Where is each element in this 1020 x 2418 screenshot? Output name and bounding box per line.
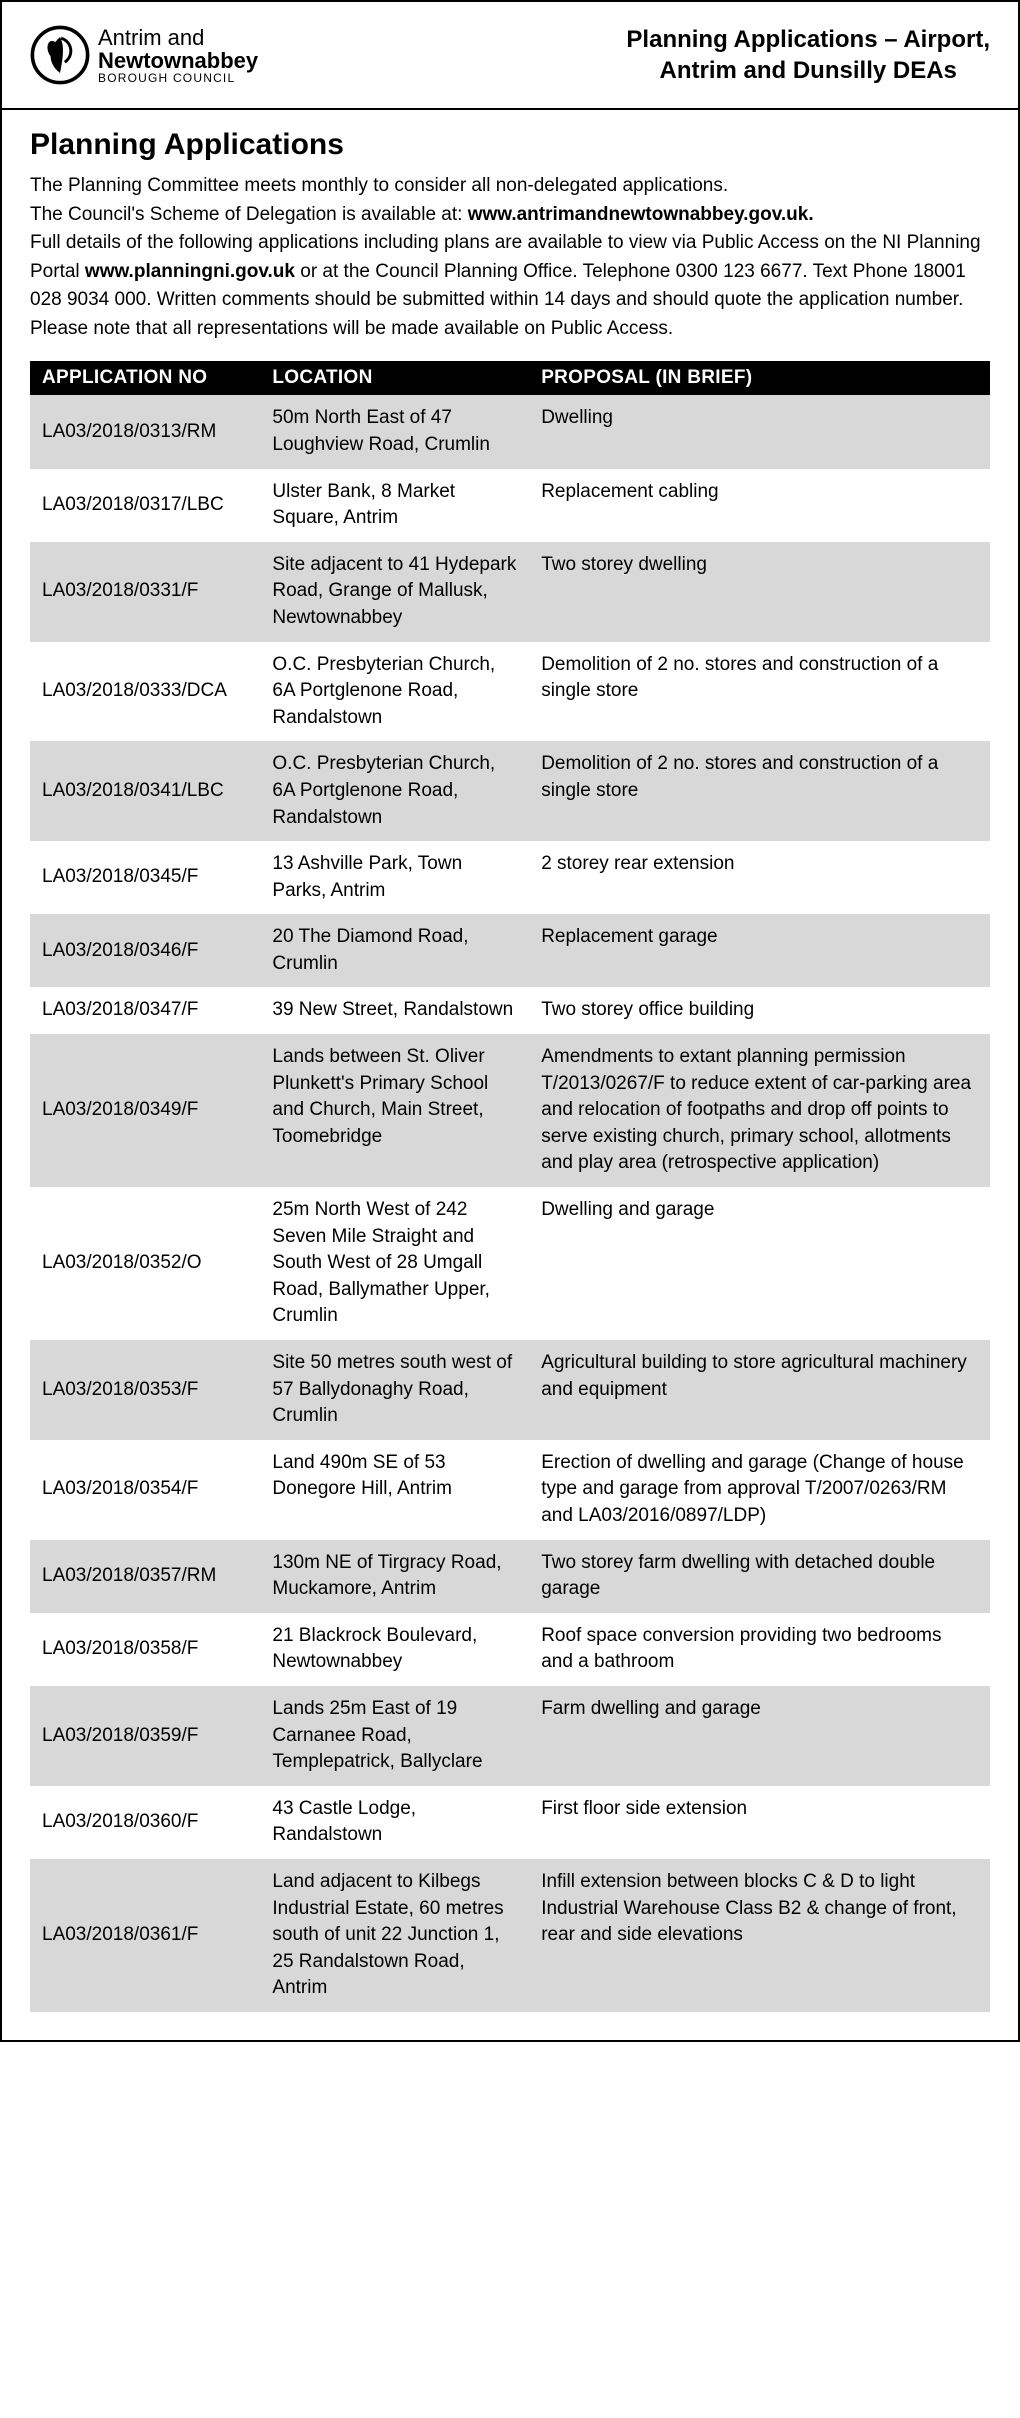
cell-proposal: Two storey farm dwelling with detached d… — [529, 1540, 990, 1613]
table-row: LA03/2018/0317/LBCUlster Bank, 8 Market … — [30, 469, 990, 542]
cell-appno: LA03/2018/0353/F — [30, 1340, 260, 1440]
cell-appno: LA03/2018/0358/F — [30, 1613, 260, 1686]
table-row: LA03/2018/0341/LBCO.C. Presbyterian Chur… — [30, 741, 990, 841]
cell-appno: LA03/2018/0346/F — [30, 914, 260, 987]
table-row: LA03/2018/0333/DCAO.C. Presbyterian Chur… — [30, 642, 990, 742]
table-row: LA03/2018/0354/FLand 490m SE of 53 Doneg… — [30, 1440, 990, 1540]
cell-appno: LA03/2018/0341/LBC — [30, 741, 260, 841]
cell-appno: LA03/2018/0333/DCA — [30, 642, 260, 742]
cell-proposal: Two storey dwelling — [529, 542, 990, 642]
cell-proposal: Two storey office building — [529, 987, 990, 1034]
cell-location: Ulster Bank, 8 Market Square, Antrim — [260, 469, 529, 542]
table-row: LA03/2018/0358/F21 Blackrock Boulevard, … — [30, 1613, 990, 1686]
page-container: Antrim and Newtownabbey BOROUGH COUNCIL … — [0, 0, 1020, 2042]
table-row: LA03/2018/0352/O25m North West of 242 Se… — [30, 1187, 990, 1340]
cell-appno: LA03/2018/0360/F — [30, 1786, 260, 1859]
intro-p2a: The Council's Scheme of Delegation is av… — [30, 204, 468, 225]
table-row: LA03/2018/0359/FLands 25m East of 19 Car… — [30, 1686, 990, 1786]
cell-appno: LA03/2018/0361/F — [30, 1859, 260, 2012]
cell-proposal: Demolition of 2 no. stores and construct… — [529, 741, 990, 841]
cell-location: Site adjacent to 41 Hydepark Road, Grang… — [260, 542, 529, 642]
th-proposal: PROPOSAL (IN BRIEF) — [529, 361, 990, 395]
table-row: LA03/2018/0349/FLands between St. Oliver… — [30, 1034, 990, 1187]
intro-p1: The Planning Committee meets monthly to … — [30, 175, 728, 196]
cell-location: Land 490m SE of 53 Donegore Hill, Antrim — [260, 1440, 529, 1540]
intro-text: The Planning Committee meets monthly to … — [30, 172, 990, 343]
cell-appno: LA03/2018/0345/F — [30, 841, 260, 914]
table-row: LA03/2018/0353/FSite 50 metres south wes… — [30, 1340, 990, 1440]
cell-location: 39 New Street, Randalstown — [260, 987, 529, 1034]
cell-appno: LA03/2018/0359/F — [30, 1686, 260, 1786]
cell-proposal: Amendments to extant planning permission… — [529, 1034, 990, 1187]
cell-appno: LA03/2018/0317/LBC — [30, 469, 260, 542]
cell-location: Lands between St. Oliver Plunkett's Prim… — [260, 1034, 529, 1187]
th-location: LOCATION — [260, 361, 529, 395]
cell-location: 25m North West of 242 Seven Mile Straigh… — [260, 1187, 529, 1340]
body: Planning Applications The Planning Commi… — [2, 110, 1018, 2040]
table-body: LA03/2018/0313/RM50m North East of 47 Lo… — [30, 395, 990, 2012]
logo-text: Antrim and Newtownabbey BOROUGH COUNCIL — [98, 26, 258, 85]
cell-proposal: Dwelling — [529, 395, 990, 468]
table-row: LA03/2018/0331/FSite adjacent to 41 Hyde… — [30, 542, 990, 642]
cell-location: 20 The Diamond Road, Crumlin — [260, 914, 529, 987]
table-row: LA03/2018/0313/RM50m North East of 47 Lo… — [30, 395, 990, 468]
cell-proposal: Dwelling and garage — [529, 1187, 990, 1340]
header-title-line2: Antrim and Dunsilly DEAs — [626, 55, 990, 86]
logo-line3: BOROUGH COUNCIL — [98, 72, 258, 85]
section-title: Planning Applications — [30, 128, 990, 162]
logo-line1: Antrim and — [98, 26, 258, 49]
cell-location: 130m NE of Tirgracy Road, Muckamore, Ant… — [260, 1540, 529, 1613]
cell-proposal: Erection of dwelling and garage (Change … — [529, 1440, 990, 1540]
cell-location: 13 Ashville Park, Town Parks, Antrim — [260, 841, 529, 914]
cell-location: 50m North East of 47 Loughview Road, Cru… — [260, 395, 529, 468]
logo-block: Antrim and Newtownabbey BOROUGH COUNCIL — [30, 25, 258, 85]
cell-appno: LA03/2018/0349/F — [30, 1034, 260, 1187]
intro-p3b-link: www.planningni.gov.uk — [85, 261, 295, 282]
cell-appno: LA03/2018/0352/O — [30, 1187, 260, 1340]
cell-appno: LA03/2018/0313/RM — [30, 395, 260, 468]
cell-location: 43 Castle Lodge, Randalstown — [260, 1786, 529, 1859]
cell-location: O.C. Presbyterian Church, 6A Portglenone… — [260, 642, 529, 742]
cell-appno: LA03/2018/0357/RM — [30, 1540, 260, 1613]
table-row: LA03/2018/0361/FLand adjacent to Kilbegs… — [30, 1859, 990, 2012]
cell-proposal: Replacement cabling — [529, 469, 990, 542]
table-row: LA03/2018/0346/F20 The Diamond Road, Cru… — [30, 914, 990, 987]
table-header-row: APPLICATION NO LOCATION PROPOSAL (IN BRI… — [30, 361, 990, 395]
header: Antrim and Newtownabbey BOROUGH COUNCIL … — [2, 2, 1018, 110]
cell-location: Site 50 metres south west of 57 Ballydon… — [260, 1340, 529, 1440]
table-row: LA03/2018/0357/RM130m NE of Tirgracy Roa… — [30, 1540, 990, 1613]
cell-proposal: Roof space conversion providing two bedr… — [529, 1613, 990, 1686]
th-appno: APPLICATION NO — [30, 361, 260, 395]
cell-proposal: First floor side extension — [529, 1786, 990, 1859]
cell-location: O.C. Presbyterian Church, 6A Portglenone… — [260, 741, 529, 841]
cell-appno: LA03/2018/0354/F — [30, 1440, 260, 1540]
cell-location: Lands 25m East of 19 Carnanee Road, Temp… — [260, 1686, 529, 1786]
header-title-line1: Planning Applications – Airport, — [626, 24, 990, 55]
table-row: LA03/2018/0347/F39 New Street, Randalsto… — [30, 987, 990, 1034]
header-title: Planning Applications – Airport, Antrim … — [626, 24, 990, 86]
cell-proposal: Replacement garage — [529, 914, 990, 987]
table-row: LA03/2018/0345/F13 Ashville Park, Town P… — [30, 841, 990, 914]
cell-appno: LA03/2018/0347/F — [30, 987, 260, 1034]
table-row: LA03/2018/0360/F43 Castle Lodge, Randals… — [30, 1786, 990, 1859]
cell-location: 21 Blackrock Boulevard, Newtownabbey — [260, 1613, 529, 1686]
council-logo-icon — [30, 25, 90, 85]
cell-proposal: Demolition of 2 no. stores and construct… — [529, 642, 990, 742]
cell-location: Land adjacent to Kilbegs Industrial Esta… — [260, 1859, 529, 2012]
logo-line2: Newtownabbey — [98, 49, 258, 72]
cell-appno: LA03/2018/0331/F — [30, 542, 260, 642]
intro-p2b-link: www.antrimandnewtownabbey.gov.uk. — [468, 204, 814, 225]
cell-proposal: Agricultural building to store agricultu… — [529, 1340, 990, 1440]
cell-proposal: Farm dwelling and garage — [529, 1686, 990, 1786]
cell-proposal: 2 storey rear extension — [529, 841, 990, 914]
applications-table: APPLICATION NO LOCATION PROPOSAL (IN BRI… — [30, 361, 990, 2012]
cell-proposal: Infill extension between blocks C & D to… — [529, 1859, 990, 2012]
